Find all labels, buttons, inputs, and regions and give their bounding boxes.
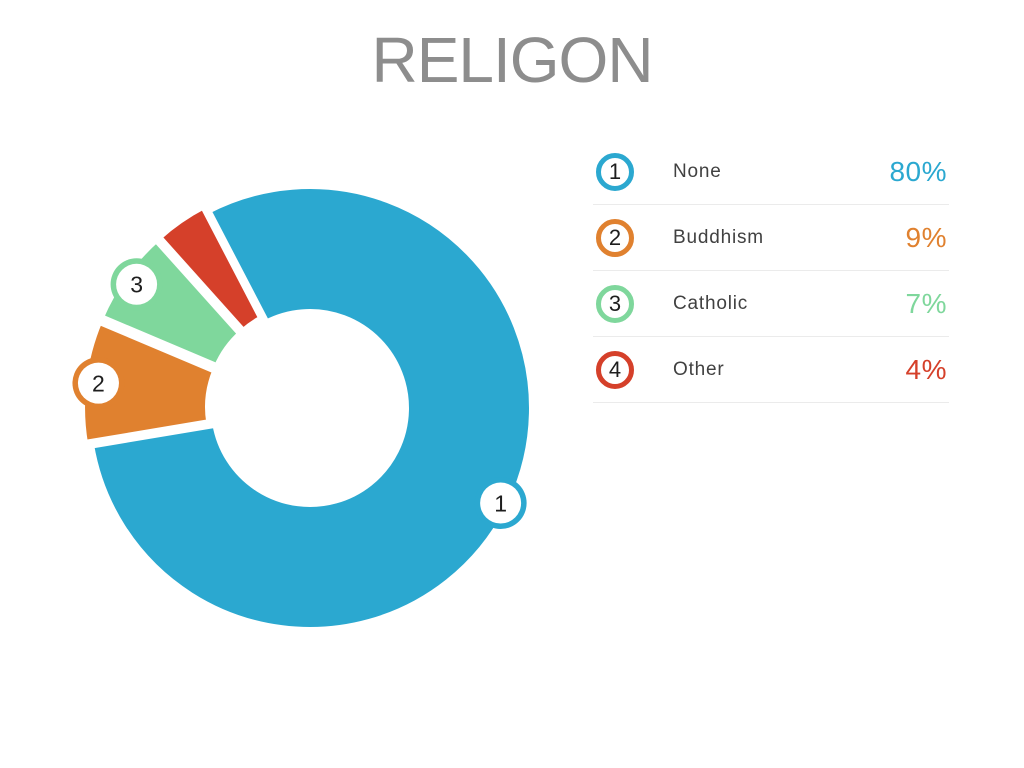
chart-title: RELIGON xyxy=(371,24,653,96)
legend-index-badge: 1 xyxy=(596,152,634,191)
chart-badge-disc xyxy=(480,482,522,524)
legend-percent: 4% xyxy=(905,353,947,385)
chart-badge-number: 2 xyxy=(92,370,105,396)
legend-row-none: 1 None 80% xyxy=(593,139,949,205)
chart-badge-1: 1 xyxy=(474,477,527,530)
chart-badge-number: 3 xyxy=(130,272,143,298)
legend-index-badge: 4 xyxy=(596,350,634,389)
legend-row-other: 4 Other 4% xyxy=(593,337,949,403)
legend-label: None xyxy=(673,160,722,182)
legend-percent: 9% xyxy=(905,221,947,253)
pie-slice-other xyxy=(153,201,267,337)
chart-legend: 1 None 80% 2 Buddhism 9% 3 Catholic 7% 4 Other 4% xyxy=(593,139,949,403)
legend-label: Catholic xyxy=(673,292,749,314)
chart-badge-disc xyxy=(77,362,119,404)
chart-badge-3: 3 xyxy=(110,258,163,311)
chart-badge-number: 1 xyxy=(494,490,507,516)
chart-badge-disc xyxy=(116,263,158,305)
legend-index-badge: 2 xyxy=(596,218,634,257)
donut-chart: 1 2 3 xyxy=(70,168,550,648)
chart-badge-2: 2 xyxy=(72,357,125,410)
legend-row-buddhism: 2 Buddhism 9% xyxy=(593,205,949,271)
legend-percent: 7% xyxy=(905,287,947,319)
donut-chart-svg: 1 2 3 xyxy=(72,181,537,635)
legend-percent: 80% xyxy=(889,155,947,187)
legend-label: Buddhism xyxy=(673,226,764,248)
legend-label: Other xyxy=(673,358,725,380)
legend-index-badge: 3 xyxy=(596,284,634,323)
legend-row-catholic: 3 Catholic 7% xyxy=(593,271,949,337)
pie-slice-none xyxy=(86,181,537,635)
